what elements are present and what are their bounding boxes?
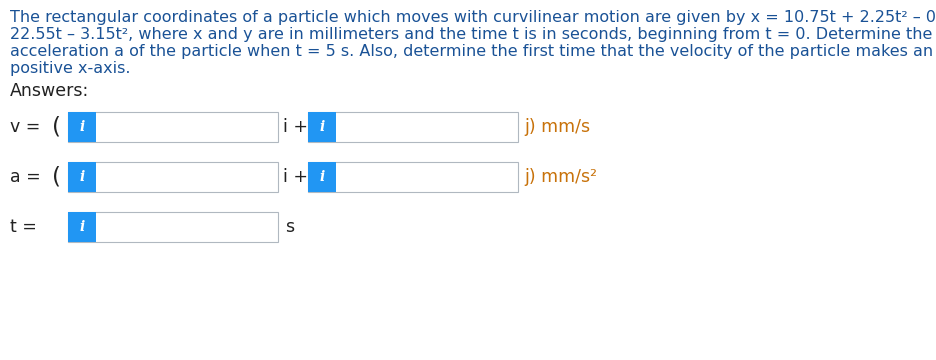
Bar: [308, 112, 336, 142]
Text: positive x-axis.: positive x-axis.: [10, 61, 130, 76]
Text: s: s: [285, 218, 294, 236]
Text: i: i: [319, 170, 324, 184]
Text: Answers:: Answers:: [10, 82, 89, 100]
Bar: [68, 212, 278, 242]
Text: 22.55t – 3.15t², where x and y are in millimeters and the time t is in seconds, : 22.55t – 3.15t², where x and y are in mi…: [10, 27, 936, 42]
Text: The rectangular coordinates of a particle which moves with curvilinear motion ar: The rectangular coordinates of a particl…: [10, 10, 936, 25]
Bar: [68, 162, 95, 192]
Bar: [308, 162, 336, 192]
Text: i +: i +: [283, 168, 308, 186]
Text: (: (: [51, 166, 61, 189]
Bar: [68, 162, 278, 192]
Bar: [68, 212, 95, 242]
Text: (: (: [51, 116, 61, 139]
Text: i: i: [80, 120, 84, 134]
Bar: [308, 112, 518, 142]
Text: a =: a =: [10, 168, 40, 186]
Text: t =: t =: [10, 218, 37, 236]
Text: v =: v =: [10, 118, 40, 136]
Text: i: i: [80, 170, 84, 184]
Text: j) mm/s: j) mm/s: [523, 118, 590, 136]
Bar: [68, 112, 95, 142]
Text: i: i: [319, 120, 324, 134]
Text: j) mm/s²: j) mm/s²: [523, 168, 596, 186]
Text: acceleration a of the particle when t = 5 s. Also, determine the first time that: acceleration a of the particle when t = …: [10, 44, 936, 59]
Text: i +: i +: [283, 118, 308, 136]
Text: i: i: [80, 220, 84, 234]
Bar: [68, 112, 278, 142]
Bar: [308, 162, 518, 192]
